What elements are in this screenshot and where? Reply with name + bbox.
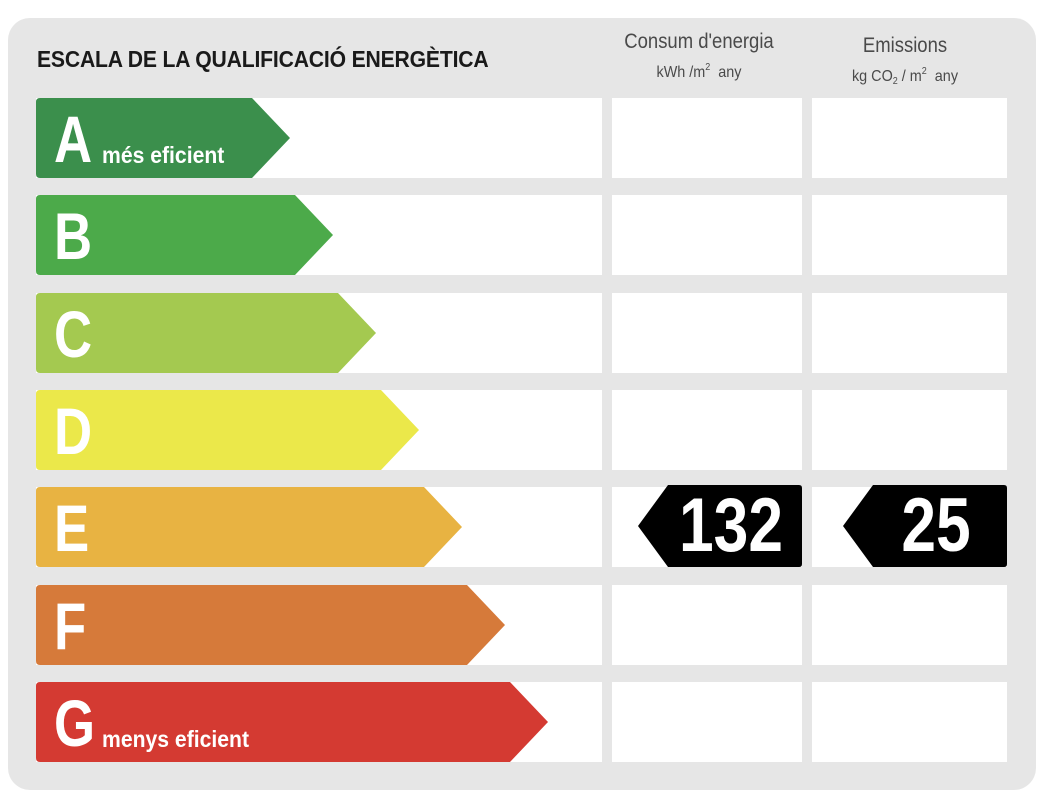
class-arrow-e: E bbox=[36, 487, 462, 567]
class-arrow-shape bbox=[36, 195, 333, 275]
class-letter: A bbox=[54, 102, 93, 176]
rating-badge-shape bbox=[638, 485, 802, 567]
class-sublabel: més eficient bbox=[102, 142, 225, 168]
class-arrow-shape bbox=[36, 390, 419, 470]
class-arrow-d: D bbox=[36, 390, 419, 470]
class-arrow-c: C bbox=[36, 293, 376, 373]
class-arrow-shape bbox=[36, 585, 505, 665]
column-header-emissions: Emissions kg CO2 / m2 any bbox=[812, 34, 998, 87]
class-letter: B bbox=[54, 199, 93, 273]
consum-cell-a bbox=[612, 98, 802, 178]
emissions-cell-d bbox=[812, 390, 1007, 470]
class-sublabel: menys eficient bbox=[102, 726, 250, 752]
consum-cell-c bbox=[612, 293, 802, 373]
class-arrow-shape bbox=[36, 98, 290, 178]
emissions-cell-f bbox=[812, 585, 1007, 665]
class-arrow-shape bbox=[36, 293, 376, 373]
column-unit-consum: kWh /m2 any bbox=[656, 62, 742, 81]
class-letter: C bbox=[54, 297, 93, 371]
class-letter: E bbox=[54, 491, 90, 565]
rating-badge-shape bbox=[843, 485, 1007, 567]
class-letter: G bbox=[54, 686, 96, 760]
emissions-cell-g bbox=[812, 682, 1007, 762]
emissions-cell-a bbox=[812, 98, 1007, 178]
class-arrow-f: F bbox=[36, 585, 505, 665]
label-title: ESCALA DE LA QUALIFICACIÓ ENERGÈTICA bbox=[37, 46, 489, 72]
column-title-consum: Consum d'energia bbox=[624, 30, 774, 53]
class-letter: F bbox=[54, 589, 87, 663]
column-title-emissions: Emissions bbox=[862, 34, 948, 57]
consum-cell-d bbox=[612, 390, 802, 470]
consum-cell-g bbox=[612, 682, 802, 762]
class-arrow-shape bbox=[36, 682, 548, 762]
column-unit-emissions: kg CO2 / m2 any bbox=[851, 66, 959, 87]
column-header-consum: Consum d'energia kWh /m2 any bbox=[612, 30, 786, 82]
consum-cell-b bbox=[612, 195, 802, 275]
class-arrow-shape bbox=[36, 487, 462, 567]
rating-value: 25 bbox=[901, 483, 971, 568]
emissions-cell-c bbox=[812, 293, 1007, 373]
class-letter: D bbox=[54, 394, 93, 468]
emissions-cell-b bbox=[812, 195, 1007, 275]
consum-rating-badge: 132 bbox=[638, 483, 802, 568]
emissions-rating-badge: 25 bbox=[843, 483, 1007, 568]
class-arrow-b: B bbox=[36, 195, 333, 275]
consum-cell-f bbox=[612, 585, 802, 665]
rating-value: 132 bbox=[679, 483, 783, 568]
